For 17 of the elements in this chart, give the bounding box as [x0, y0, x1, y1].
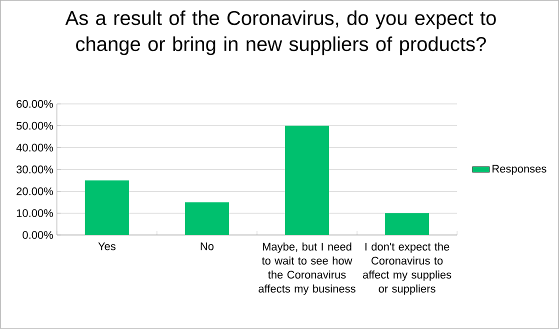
bar: [84, 180, 129, 236]
y-tick-label: 30.00%: [16, 166, 54, 174]
legend-label: Responses: [492, 164, 546, 175]
y-tick-label: 20.00%: [16, 187, 54, 196]
y-tick-label: 10.00%: [16, 209, 54, 218]
chart-title: As a result of the Coronavirus, do you expect to change or bring in new suppliers of products?: [65, 10, 496, 56]
y-tick-label: 40.00%: [16, 144, 54, 152]
bar: [184, 202, 229, 236]
bar: [385, 213, 430, 236]
y-tick-label: 0.00%: [22, 231, 54, 239]
x-tick-label: Maybe, but I need to wait to see how the Coronavirus affects my business: [258, 242, 356, 295]
bar: [285, 126, 330, 236]
x-tick-label: No: [200, 242, 214, 250]
x-tick-label: Yes: [98, 242, 116, 250]
x-tick-label: I don't expect the Coronavirus to affect my supplies or suppliers: [362, 242, 452, 295]
y-tick-label: 50.00%: [16, 122, 54, 130]
y-tick-label: 60.00%: [16, 100, 54, 108]
